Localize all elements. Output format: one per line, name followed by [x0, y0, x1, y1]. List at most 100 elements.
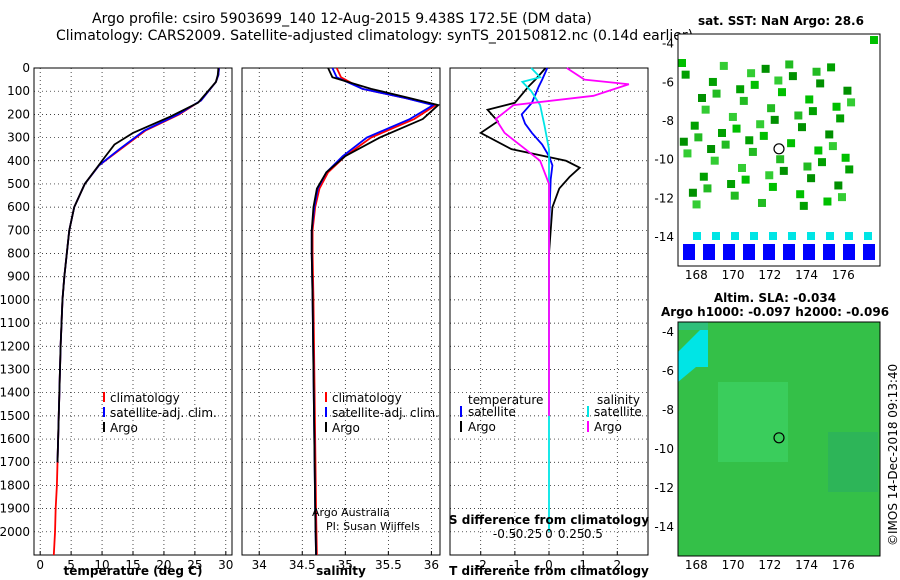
- sst-cell: [765, 171, 774, 180]
- x-tick-label: 15: [125, 558, 140, 572]
- sst-cell: [739, 96, 748, 105]
- x-axis-label: T difference from climatology: [449, 564, 649, 578]
- sst-cell: [825, 130, 834, 139]
- sst-cell: [836, 114, 845, 123]
- sst-cell: [816, 79, 825, 88]
- sst-cell: [845, 232, 853, 240]
- x-tick-label: 25: [187, 558, 202, 572]
- map-x-tick-label: 170: [722, 558, 745, 572]
- sst-cell: [785, 60, 794, 69]
- map-frame: [677, 321, 881, 557]
- map-y-tick-label: -10: [654, 153, 674, 167]
- legend-label: climatology: [332, 391, 402, 405]
- x-tick-label: 1: [579, 558, 587, 572]
- sst-cell: [756, 120, 765, 129]
- sst-cell: [693, 232, 701, 240]
- map-y-tick-label: -8: [662, 114, 674, 128]
- sst-cell: [681, 70, 690, 79]
- sst-cell: [812, 67, 821, 76]
- series-line-t-argo: [478, 67, 582, 300]
- map-x-tick-label: 170: [722, 268, 745, 282]
- y-tick-label: 2000: [0, 525, 30, 539]
- imos-stamp: ©IMOS 14-Dec-2018 09:13:40: [886, 363, 900, 546]
- sla-patch: [678, 322, 708, 330]
- sst-cell: [803, 244, 815, 260]
- y-tick-label: 1500: [0, 409, 30, 423]
- sst-cell: [694, 133, 703, 142]
- sst-cell: [787, 139, 796, 148]
- sst-cell: [805, 95, 814, 104]
- series-line-argo: [56, 67, 220, 463]
- sla-title-2: Argo h1000: -0.097 h2000: -0.096: [661, 305, 889, 319]
- legend-label: Argo: [110, 421, 138, 435]
- sst-cell: [699, 172, 708, 181]
- y-tick-label: 300: [7, 131, 30, 145]
- sst-cell: [723, 244, 735, 260]
- x-tick-label: 0: [545, 558, 553, 572]
- sst-cell: [748, 147, 757, 156]
- map-x-tick-label: 168: [685, 268, 708, 282]
- sst-cell: [761, 64, 770, 73]
- y-tick-label: 100: [7, 84, 30, 98]
- sst-cell: [826, 232, 834, 240]
- y-tick-label: 1000: [0, 293, 30, 307]
- y-tick-label: 1900: [0, 502, 30, 516]
- sst-cell: [847, 98, 856, 107]
- y-tick-label: 1600: [0, 432, 30, 446]
- legend-salinity-title: salinity: [597, 393, 640, 407]
- map-y-tick-label: -6: [662, 364, 674, 378]
- sst-cell: [783, 244, 795, 260]
- sst-cell: [697, 93, 706, 102]
- sst-cell: [750, 80, 759, 89]
- sst-cell: [688, 188, 697, 197]
- map-y-tick-label: -4: [662, 37, 674, 51]
- sst-cell: [712, 232, 720, 240]
- sst-cell: [721, 140, 730, 149]
- map-x-tick-label: 176: [832, 558, 855, 572]
- sst-cell: [828, 142, 837, 151]
- sla-title-1: Altim. SLA: -0.034: [714, 291, 836, 305]
- map-y-tick-label: -6: [662, 75, 674, 89]
- x-axis-label: temperature (deg C): [64, 564, 203, 578]
- sst-cell: [776, 155, 785, 164]
- title-line-1: Argo profile: csiro 5903699_140 12-Aug-2…: [92, 11, 592, 27]
- sst-cell: [814, 146, 823, 155]
- sst-cell: [827, 63, 836, 72]
- legend-label: climatology: [110, 391, 180, 405]
- sst-cell: [743, 244, 755, 260]
- sst-cell: [769, 232, 777, 240]
- sst-cell: [703, 184, 712, 193]
- sla-patch: [828, 432, 878, 492]
- sst-cell: [710, 156, 719, 165]
- sst-cell: [770, 115, 779, 124]
- legend-label: satellite-adj. clim.: [110, 406, 217, 420]
- sst-cell: [683, 244, 695, 260]
- sst-cell: [863, 244, 875, 260]
- x-tick-label: 35.5: [375, 558, 402, 572]
- sst-cell: [763, 244, 775, 260]
- plot-frame: [33, 67, 233, 556]
- y-tick-label: 1100: [0, 316, 30, 330]
- sst-cell: [747, 69, 756, 78]
- sst-cell: [741, 175, 750, 184]
- series-line-t-satellite: [520, 67, 554, 231]
- map-x-tick-label: 174: [795, 268, 818, 282]
- map-x-tick-label: 172: [758, 268, 781, 282]
- s-tick-label: 0.25: [558, 527, 585, 541]
- sst-cell: [779, 166, 788, 175]
- sst-cell: [808, 107, 817, 116]
- y-tick-label: 1300: [0, 362, 30, 376]
- sst-cell: [817, 158, 826, 167]
- sst-cell: [703, 244, 715, 260]
- map-y-tick-label: -14: [654, 230, 674, 244]
- y-tick-label: 1200: [0, 339, 30, 353]
- sst-cell: [843, 244, 855, 260]
- y-tick-label: 800: [7, 247, 30, 261]
- sst-cell: [788, 72, 797, 81]
- s-axis-label: S difference from climatology: [449, 513, 649, 527]
- credit-line-1: Argo Australia: [312, 506, 390, 519]
- x-tick-label: 34: [252, 558, 267, 572]
- sst-cell: [701, 105, 710, 114]
- sst-cell: [736, 85, 745, 94]
- y-tick-label: 500: [7, 177, 30, 191]
